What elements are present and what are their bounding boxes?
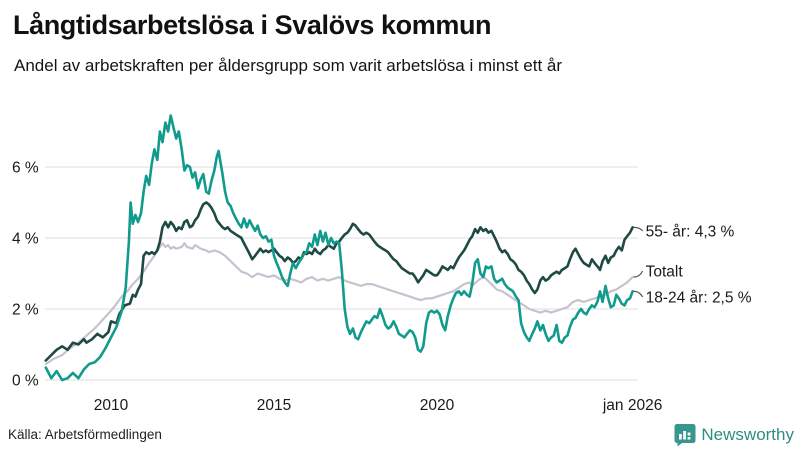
y-tick-label: 2 %: [12, 302, 39, 319]
newsworthy-logo-icon: [674, 424, 696, 447]
chart-subtitle: Andel av arbetskraften per åldersgrupp s…: [14, 56, 563, 75]
label-connector-18-24-r: [633, 290, 644, 298]
source-note: Källa: Arbetsförmedlingen: [8, 427, 162, 442]
page-title: Långtidsarbetslösa i Svalövs kommun: [13, 10, 492, 40]
series-end-label-totalt: Totalt: [646, 264, 684, 281]
x-tick-label: 2020: [420, 397, 455, 414]
series-line-totalt: [44, 242, 634, 366]
series-end-label-55-r: 55- år: 4,3 %: [646, 224, 735, 241]
newsworthy-brand: Newsworthy: [674, 423, 794, 447]
brand-name: Newsworthy: [701, 425, 794, 444]
y-tick-label: 4 %: [12, 231, 39, 248]
label-connector-totalt: [633, 270, 644, 278]
series-end-label-18-24-r: 18-24 år: 2,5 %: [646, 290, 752, 307]
x-tick-label: jan 2026: [602, 397, 662, 414]
y-tick-label: 6 %: [12, 160, 39, 177]
x-tick-label: 2010: [94, 397, 129, 414]
series-line-18-24-r: [44, 114, 634, 382]
series-line-55-r: [44, 201, 634, 362]
label-connector-55-r: [633, 226, 644, 232]
y-tick-label: 0 %: [12, 373, 39, 390]
x-tick-label: 2015: [257, 397, 291, 414]
